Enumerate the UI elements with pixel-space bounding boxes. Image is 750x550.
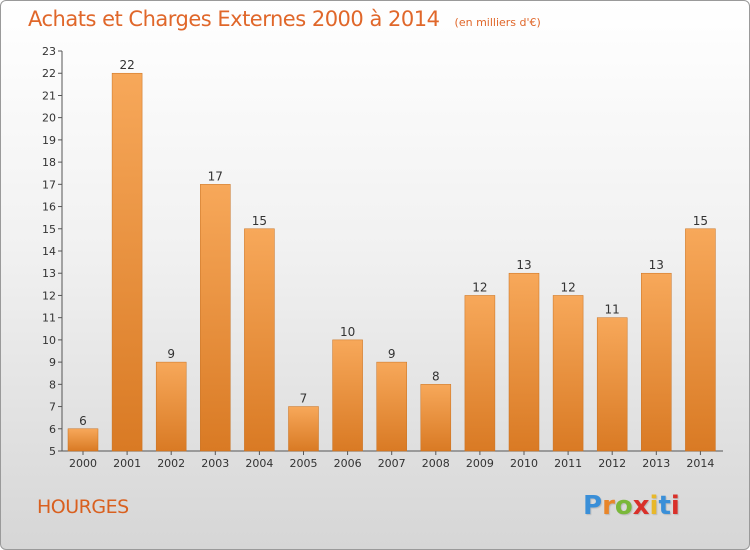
place-name: HOURGES xyxy=(37,496,129,518)
x-tick-label-2007: 2007 xyxy=(378,457,406,470)
bar-2005 xyxy=(288,406,319,452)
y-tick-label: 10 xyxy=(42,334,56,347)
y-tick-label: 12 xyxy=(42,289,56,302)
y-tick-label: 5 xyxy=(49,445,56,458)
y-tick-label: 17 xyxy=(42,178,56,191)
chart-title: Achats et Charges Externes 2000 à 2014 xyxy=(28,7,440,31)
y-tick-label: 9 xyxy=(49,356,56,369)
x-tick-label-2013: 2013 xyxy=(642,457,670,470)
data-label-2012: 11 xyxy=(605,303,620,317)
proxiti-logo[interactable]: Proxiti xyxy=(583,491,680,521)
data-label-2005: 7 xyxy=(300,392,308,406)
x-tick-label-2005: 2005 xyxy=(290,457,318,470)
y-tick-label: 23 xyxy=(42,45,56,58)
bar-2008 xyxy=(420,384,452,452)
bar-2013 xyxy=(641,272,672,452)
data-label-2004: 15 xyxy=(252,214,267,228)
x-tick-label-2001: 2001 xyxy=(113,457,141,470)
bar-2006 xyxy=(332,339,363,452)
logo-letter: t xyxy=(658,491,671,521)
x-tick-label-2003: 2003 xyxy=(201,457,229,470)
axes: 5 6 7 8 9 10 11 12 13 14 15 16 17 18 19 20 21 22 23 2000 200… xyxy=(42,45,723,470)
bar-2002 xyxy=(155,361,187,452)
bar-2004 xyxy=(244,228,275,452)
data-label-2003: 17 xyxy=(208,169,223,183)
data-label-2000: 6 xyxy=(79,414,87,428)
bar-2009 xyxy=(464,295,496,452)
bar-2000 xyxy=(67,428,99,452)
bar-2001 xyxy=(111,72,143,452)
y-tick-label: 20 xyxy=(42,112,56,125)
y-tick-label: 14 xyxy=(42,245,56,258)
data-label-2001: 22 xyxy=(119,58,134,72)
x-tick-label-2011: 2011 xyxy=(554,457,582,470)
y-tick-label: 19 xyxy=(42,134,56,147)
x-tick-label-2012: 2012 xyxy=(598,457,626,470)
data-label-2011: 12 xyxy=(560,280,575,294)
logo-letter: x xyxy=(632,491,650,521)
logo-letter: o xyxy=(614,491,633,521)
logo-letter: P xyxy=(583,491,603,521)
data-label-2013: 13 xyxy=(649,258,664,272)
bar-2012 xyxy=(596,317,628,452)
y-tick-label: 18 xyxy=(42,156,56,169)
bar-2007 xyxy=(376,361,407,452)
bar-2011 xyxy=(552,295,584,452)
data-label-2014: 15 xyxy=(693,214,708,228)
x-tick-label-2008: 2008 xyxy=(422,457,450,470)
bars: 6 22 9 17 15 7 10 9 8 12 13 12 11 13 15 xyxy=(67,58,716,452)
logo-letter: i xyxy=(649,491,659,521)
y-tick-label: 22 xyxy=(42,67,56,80)
y-tick-label: 6 xyxy=(49,423,56,436)
chart-unit: (en milliers d'€) xyxy=(454,16,541,29)
logo-letter: i xyxy=(670,491,680,521)
y-tick-label: 21 xyxy=(42,89,56,102)
data-label-2009: 12 xyxy=(472,280,487,294)
bar-2010 xyxy=(508,272,540,452)
x-tick-label-2009: 2009 xyxy=(466,457,494,470)
x-tick-label-2010: 2010 xyxy=(510,457,538,470)
data-label-2010: 13 xyxy=(516,258,531,272)
logo-letter: r xyxy=(602,491,615,521)
x-tick-label-2004: 2004 xyxy=(245,457,273,470)
chart-header: Achats et Charges Externes 2000 à 2014 (… xyxy=(28,7,541,31)
data-label-2007: 9 xyxy=(388,347,396,361)
x-tick-label-2000: 2000 xyxy=(69,457,97,470)
x-tick-label-2002: 2002 xyxy=(157,457,185,470)
data-label-2008: 8 xyxy=(432,369,440,383)
x-tick-label-2014: 2014 xyxy=(686,457,714,470)
bar-2003 xyxy=(200,184,231,452)
y-tick-label: 8 xyxy=(49,378,56,391)
data-label-2002: 9 xyxy=(167,347,175,361)
y-tick-label: 11 xyxy=(42,312,56,325)
data-label-2006: 10 xyxy=(340,325,355,339)
y-tick-label: 13 xyxy=(42,267,56,280)
y-tick-label: 16 xyxy=(42,201,56,214)
y-tick-label: 15 xyxy=(42,223,56,236)
x-tick-label-2006: 2006 xyxy=(334,457,362,470)
y-tick-label: 7 xyxy=(49,401,56,414)
bar-2014 xyxy=(685,228,716,452)
